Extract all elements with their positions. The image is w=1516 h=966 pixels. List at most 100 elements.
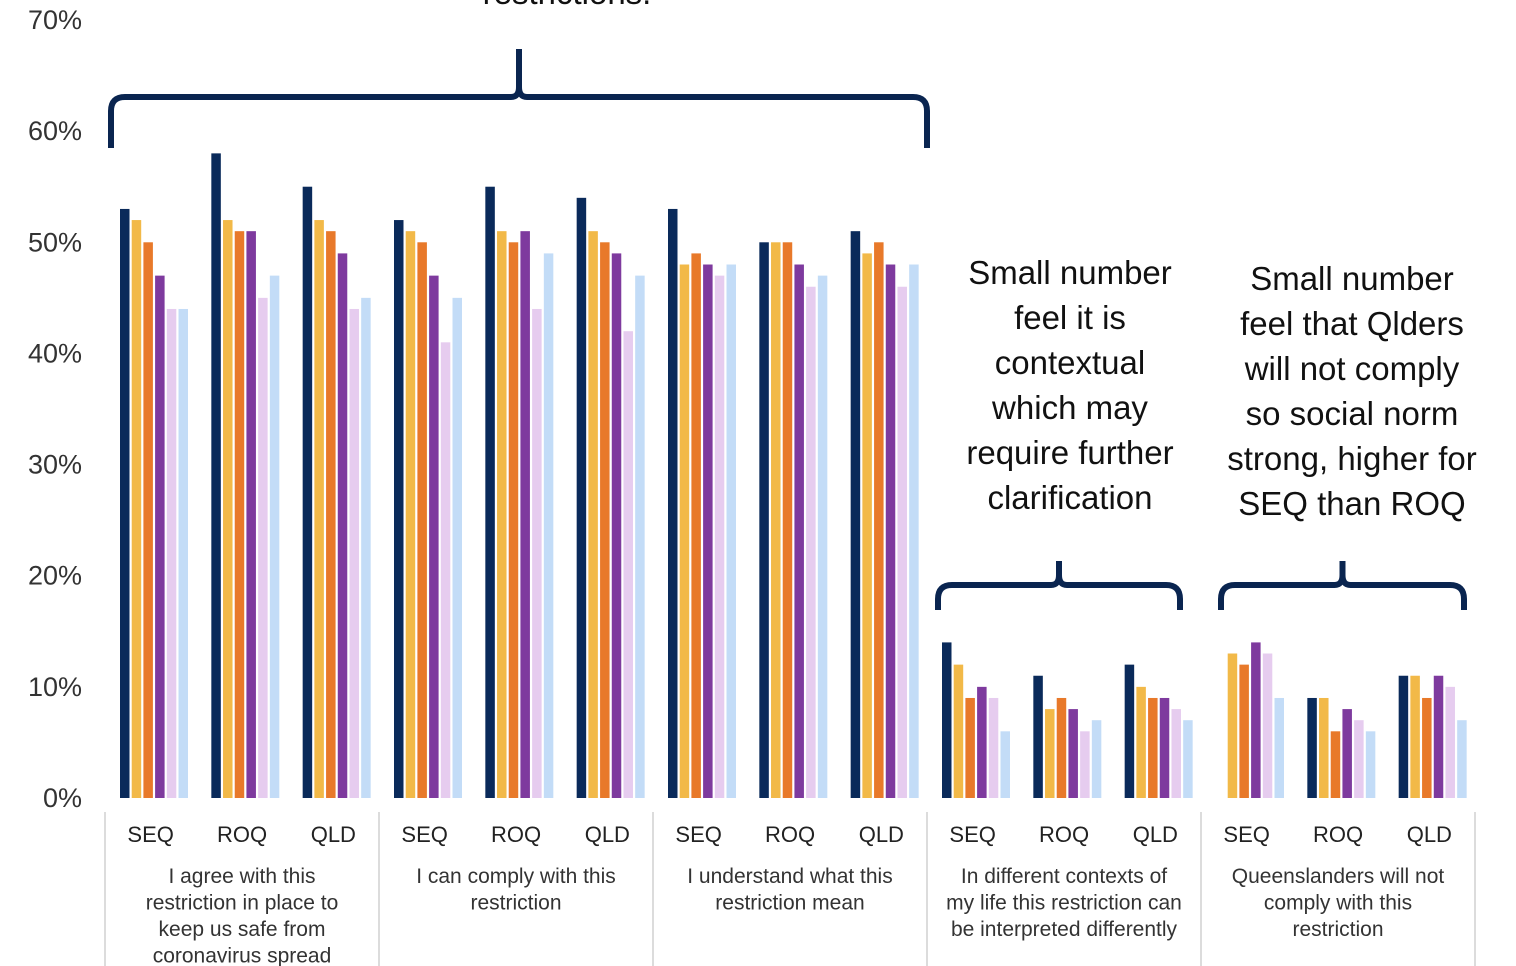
bar	[942, 642, 952, 798]
group-label-line: I can comply with this	[416, 865, 616, 888]
x-tick-label: ROQ	[491, 822, 541, 847]
bar	[1433, 675, 1444, 798]
bar	[211, 153, 221, 798]
bar	[1319, 697, 1329, 798]
bar	[909, 264, 919, 798]
x-tick-label: ROQ	[1039, 822, 1089, 847]
x-axis: SEQ ROQ QLD SEQ ROQ QLD SEQ ROQ QLD SEQ ROQ QLD SEQ R…	[104, 812, 1476, 966]
bar	[543, 253, 554, 798]
bar	[806, 286, 816, 798]
bar	[131, 220, 142, 798]
bar	[178, 308, 188, 798]
x-tick-label: QLD	[859, 822, 904, 847]
annotation-text-line: require further	[966, 434, 1173, 471]
bar	[1457, 720, 1467, 798]
group-label-line: restriction in place to	[146, 892, 339, 915]
annotation-text-line: restrictions.	[483, 0, 652, 11]
annotation-text-line: which may	[991, 389, 1148, 426]
group-label-line: I understand what this	[687, 865, 892, 888]
bar	[532, 308, 542, 798]
bar	[166, 308, 177, 798]
y-axis: 0% 10% 20% 30% 40% 50% 60% 70%	[28, 5, 82, 813]
annotation-text-line: Small number	[1250, 260, 1454, 297]
group-label-line: comply with this	[1264, 892, 1412, 915]
x-tick-label: QLD	[1133, 822, 1178, 847]
annotation-text-line: clarification	[987, 479, 1152, 516]
x-tick-label: ROQ	[1313, 822, 1363, 847]
bar	[771, 242, 781, 799]
bar	[794, 264, 804, 798]
bar	[1068, 709, 1078, 798]
bar	[520, 231, 530, 799]
bar	[588, 231, 598, 799]
y-tick-label: 40%	[28, 338, 82, 368]
bar	[1000, 731, 1010, 798]
bar	[417, 242, 427, 799]
x-tick-label: QLD	[585, 822, 630, 847]
bar	[1056, 697, 1067, 798]
bar	[679, 264, 690, 798]
group-label-line: restriction	[1292, 918, 1383, 941]
annotation-text-line: contextual	[995, 344, 1145, 381]
bar	[394, 220, 404, 798]
bar	[1148, 697, 1158, 798]
y-tick-label: 70%	[28, 5, 82, 35]
bar	[508, 242, 519, 799]
annotation-text-line: Small number	[968, 254, 1172, 291]
group-label-line: be interpreted differently	[951, 918, 1178, 941]
group-label-line: In different contexts of	[961, 865, 1167, 888]
y-tick-label: 60%	[28, 116, 82, 146]
annotation-text-line: will not comply	[1244, 350, 1460, 387]
bar	[1227, 653, 1238, 798]
bar	[817, 275, 828, 798]
annotation-text-line: strong, higher for	[1227, 440, 1476, 477]
brace-comply	[1218, 561, 1467, 610]
bar	[1045, 709, 1055, 798]
bar	[269, 275, 280, 798]
bar	[988, 697, 999, 798]
brace-contextual	[935, 561, 1183, 610]
bar	[361, 297, 371, 798]
bar	[429, 275, 439, 798]
bar	[1307, 697, 1317, 798]
group-label-line: I agree with this	[168, 865, 315, 888]
bar	[953, 664, 964, 798]
bar	[349, 308, 359, 798]
bar	[1410, 675, 1420, 798]
bar	[1342, 709, 1352, 798]
x-tick-label: QLD	[1407, 822, 1452, 847]
bar	[862, 253, 872, 798]
bar	[1251, 642, 1261, 798]
bar	[1080, 731, 1090, 798]
bar	[1262, 653, 1273, 798]
bar	[714, 275, 725, 798]
bar	[1136, 686, 1146, 798]
x-tick-label: QLD	[311, 822, 356, 847]
bar	[326, 231, 336, 799]
x-tick-label: SEQ	[127, 822, 173, 847]
bar	[1124, 664, 1135, 798]
bar	[1171, 709, 1181, 798]
group-label-line: my life this restriction can	[946, 892, 1182, 915]
group-label-line: coronavirus spread	[153, 945, 332, 966]
bar	[337, 253, 348, 798]
bar	[759, 242, 769, 799]
bar	[691, 253, 701, 798]
bar	[782, 242, 793, 799]
bar	[1354, 720, 1364, 798]
bar	[635, 275, 645, 798]
bar	[965, 697, 975, 798]
bar	[234, 231, 245, 799]
bar	[302, 186, 313, 798]
bar	[668, 208, 678, 798]
bar	[1274, 697, 1284, 798]
bar	[440, 342, 451, 798]
bar	[1445, 686, 1455, 798]
x-tick-label: ROQ	[217, 822, 267, 847]
bar	[314, 220, 324, 798]
bar	[143, 242, 153, 799]
annotation-text-line: so social norm	[1246, 395, 1459, 432]
brace-large	[108, 49, 930, 148]
x-tick-label: SEQ	[1223, 822, 1269, 847]
